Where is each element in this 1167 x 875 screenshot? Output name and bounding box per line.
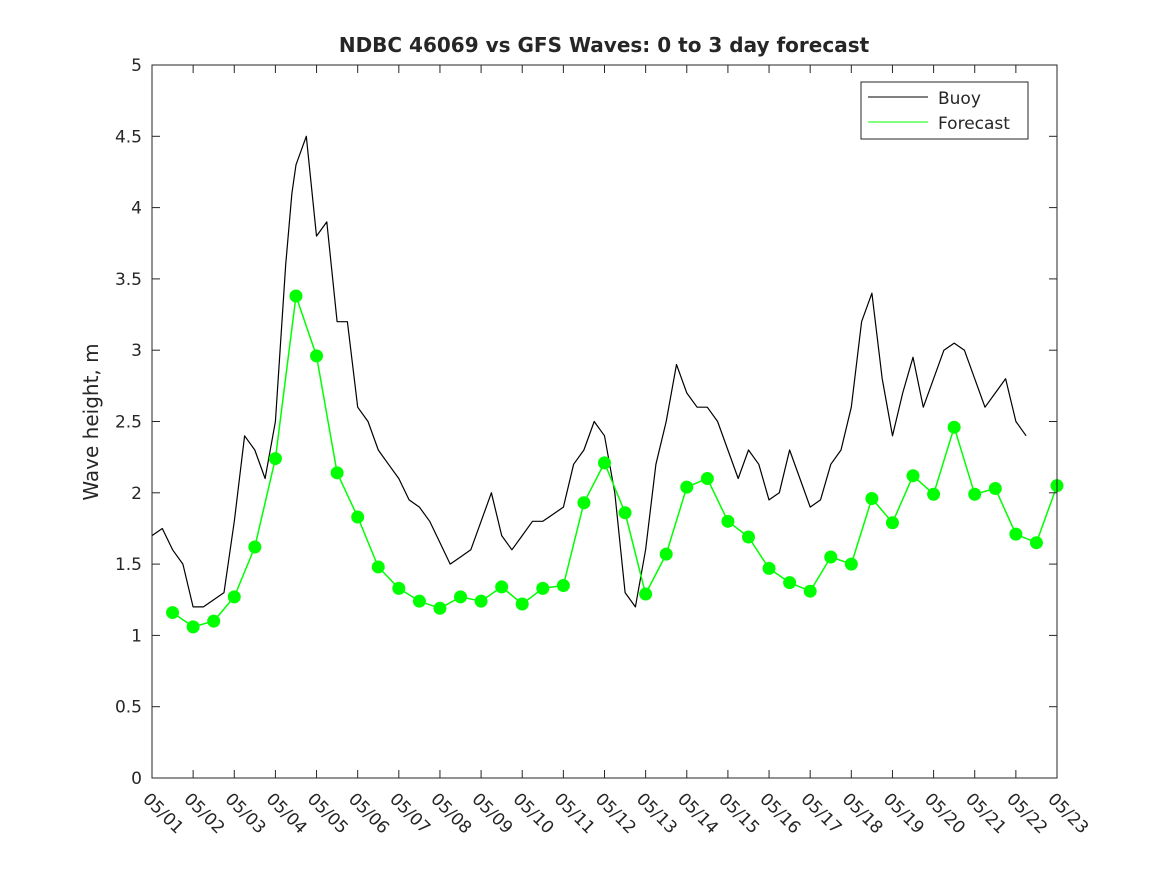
forecast-point	[906, 469, 920, 483]
forecast-point	[577, 496, 591, 510]
forecast-point	[454, 590, 468, 604]
forecast-point	[392, 581, 406, 595]
forecast-point	[968, 487, 982, 501]
forecast-point	[1009, 527, 1023, 541]
legend: Buoy Forecast	[860, 81, 1029, 140]
y-tick-label: 0	[131, 769, 142, 789]
forecast-point	[536, 581, 550, 595]
forecast-point	[310, 349, 324, 363]
forecast-point	[885, 516, 899, 530]
forecast-point	[598, 456, 611, 470]
forecast-point	[1029, 536, 1043, 550]
y-tick-label: 3.5	[115, 270, 142, 290]
forecast-point	[721, 514, 735, 528]
forecast-point	[700, 472, 714, 486]
y-tick-label: 1	[131, 626, 142, 646]
forecast-point	[433, 601, 447, 615]
forecast-point	[289, 289, 303, 303]
forecast-point	[474, 594, 488, 608]
forecast-point	[618, 506, 632, 520]
chart-title: NDBC 46069 vs GFS Waves: 0 to 3 day fore…	[339, 33, 870, 57]
y-tick-label: 3	[131, 341, 142, 361]
forecast-point	[865, 492, 879, 506]
y-axis: 0 0.5 1 1.5 2 2.5 3 3.5 4 4.5 5	[115, 56, 1057, 789]
forecast-point	[639, 587, 653, 601]
plot-area	[151, 135, 1064, 634]
buoy-series-line	[151, 135, 1027, 608]
forecast-point	[495, 580, 509, 594]
y-tick-label: 4.5	[115, 127, 142, 147]
forecast-series-line	[172, 295, 1058, 628]
y-tick-label: 1.5	[115, 555, 142, 575]
y-tick-label: 4	[131, 199, 142, 219]
y-axis-label: Wave height, m	[79, 343, 103, 500]
forecast-point	[741, 530, 755, 544]
forecast-point	[803, 584, 817, 598]
legend-buoy-label: Buoy	[938, 89, 981, 109]
legend-box	[860, 81, 1029, 140]
forecast-point	[927, 487, 941, 501]
forecast-point	[166, 606, 180, 620]
forecast-point	[207, 614, 221, 628]
forecast-point	[186, 620, 200, 634]
forecast-point	[227, 590, 241, 604]
forecast-point	[947, 420, 961, 434]
forecast-point	[371, 560, 385, 574]
forecast-point	[762, 561, 776, 575]
forecast-point	[351, 510, 365, 524]
legend-forecast-label: Forecast	[938, 114, 1010, 134]
forecast-point	[844, 557, 858, 571]
forecast-point	[268, 452, 282, 466]
forecast-point	[515, 597, 529, 611]
forecast-point	[659, 547, 673, 561]
forecast-point	[783, 576, 797, 590]
forecast-point	[680, 480, 694, 494]
y-tick-label: 0.5	[115, 698, 142, 718]
y-tick-label: 5	[131, 56, 142, 76]
forecast-point	[412, 594, 426, 608]
forecast-point	[556, 578, 570, 592]
y-tick-label: 2.5	[115, 413, 142, 433]
y-tick-label: 2	[131, 484, 142, 504]
forecast-point	[330, 466, 344, 480]
forecast-point	[988, 482, 1002, 496]
forecast-point	[824, 550, 838, 564]
forecast-point	[248, 540, 262, 554]
